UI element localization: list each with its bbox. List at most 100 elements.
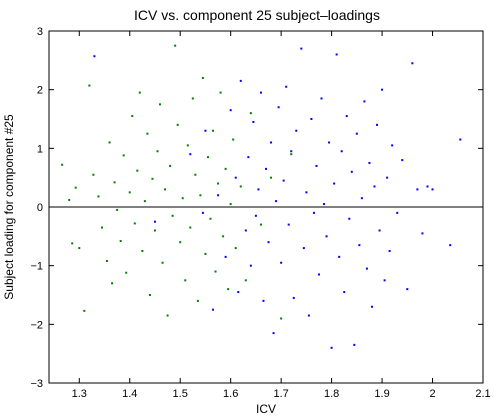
data-point <box>391 144 394 147</box>
data-point <box>229 203 232 206</box>
x-tick-label: 1.7 <box>273 388 288 400</box>
series-0 <box>61 44 293 320</box>
data-point <box>141 250 144 252</box>
data-point <box>459 138 462 141</box>
data-point <box>262 299 265 302</box>
data-point <box>335 53 338 56</box>
data-point <box>189 153 192 156</box>
data-point <box>176 123 179 126</box>
data-point <box>159 103 162 106</box>
data-point <box>350 170 353 173</box>
data-point <box>338 255 341 258</box>
data-point <box>206 156 209 159</box>
data-point <box>396 211 399 214</box>
y-tick-label: 1 <box>37 143 43 155</box>
data-point <box>353 343 356 346</box>
data-point <box>310 118 313 120</box>
data-point <box>275 200 278 203</box>
data-point <box>224 167 227 170</box>
data-point <box>376 123 379 126</box>
data-point <box>340 150 343 153</box>
data-point <box>224 255 227 258</box>
data-point <box>174 44 177 47</box>
data-point <box>161 261 164 264</box>
x-tick-label: 1.3 <box>72 388 87 400</box>
data-point <box>386 176 389 179</box>
y-tick-label: −1 <box>30 261 43 273</box>
data-point <box>426 185 429 188</box>
data-point <box>111 282 114 285</box>
data-point <box>360 197 363 200</box>
series-1 <box>93 47 462 349</box>
data-points <box>61 44 462 349</box>
data-point <box>219 91 222 94</box>
data-point <box>239 79 242 82</box>
data-point <box>106 259 109 262</box>
data-point <box>406 288 409 291</box>
data-point <box>317 273 320 276</box>
data-point <box>204 129 207 132</box>
data-point <box>343 291 346 294</box>
data-point <box>254 214 257 217</box>
data-point <box>169 164 172 167</box>
plot-area: 1.3 1.4 1.5 1.6 1.7 1.8 1.9 2 2.1 −3 −2 −1 0 1 2 3 <box>30 26 490 400</box>
data-point <box>270 141 273 144</box>
data-point <box>125 271 128 274</box>
data-point <box>61 163 64 166</box>
y-axis-label: Subject loading for component #25 <box>2 114 16 300</box>
data-point <box>201 76 204 79</box>
data-point <box>119 240 122 243</box>
data-point <box>373 185 376 188</box>
data-point <box>217 182 220 185</box>
data-point <box>355 132 358 135</box>
data-point <box>320 97 323 100</box>
data-point <box>179 241 182 244</box>
data-point <box>431 188 434 191</box>
data-point <box>290 153 293 156</box>
y-tick-label: −3 <box>30 378 43 390</box>
data-point <box>164 188 167 191</box>
data-point <box>227 288 230 291</box>
data-point <box>68 198 71 201</box>
data-point <box>97 195 100 198</box>
data-point <box>136 169 139 172</box>
data-point <box>270 176 273 179</box>
data-point <box>204 252 207 255</box>
data-point <box>191 97 194 100</box>
data-point <box>305 191 308 194</box>
data-point <box>116 208 119 211</box>
data-point <box>265 167 267 170</box>
data-point <box>239 185 242 188</box>
x-tick-label: 2.1 <box>475 388 490 400</box>
data-point <box>171 214 174 217</box>
x-tick-label: 1.8 <box>324 388 339 400</box>
y-tick-label: 2 <box>37 85 43 97</box>
data-point <box>378 229 381 232</box>
data-point <box>108 141 111 144</box>
data-point <box>280 317 283 320</box>
data-point <box>74 186 77 189</box>
data-point <box>348 217 351 220</box>
data-point <box>229 109 232 112</box>
data-point <box>217 194 220 197</box>
data-point <box>312 211 315 214</box>
data-point <box>300 47 303 50</box>
data-point <box>88 84 91 87</box>
data-point <box>133 222 136 225</box>
data-point <box>189 226 192 229</box>
y-tick-label: 3 <box>37 26 43 38</box>
data-point <box>146 132 149 135</box>
data-point <box>212 129 215 132</box>
data-point <box>212 308 215 311</box>
data-point <box>345 115 348 118</box>
data-point <box>325 235 328 238</box>
data-point <box>138 91 141 94</box>
data-point <box>83 309 86 312</box>
x-tick-label: 1.9 <box>374 388 389 400</box>
data-point <box>257 188 260 191</box>
data-point <box>222 235 225 238</box>
chart-title: ICV vs. component 25 subject–loadings <box>134 7 380 23</box>
data-point <box>186 144 189 147</box>
data-point <box>365 267 368 270</box>
data-point <box>368 162 371 164</box>
